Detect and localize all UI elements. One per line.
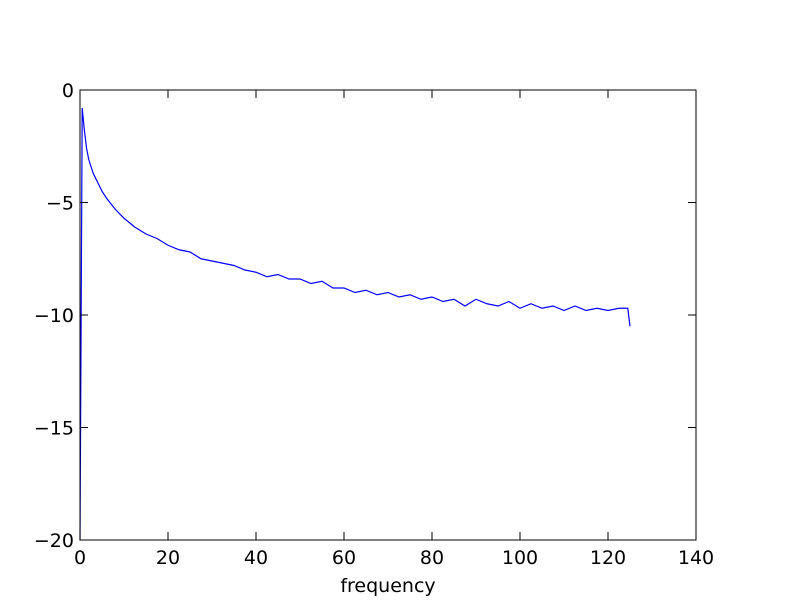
y-tick-label: 0: [62, 80, 74, 102]
x-tick-label: 0: [74, 547, 86, 569]
x-tick-label: 80: [420, 547, 444, 569]
y-tick-label: −10: [34, 305, 74, 327]
y-tick-label: −5: [46, 193, 74, 215]
y-tick-label: −15: [34, 418, 74, 440]
x-tick-label: 60: [332, 547, 356, 569]
x-axis-label: frequency: [340, 575, 435, 597]
x-tick-label: 40: [244, 547, 268, 569]
y-tick-label: −20: [34, 530, 74, 552]
x-tick-label: 140: [678, 547, 714, 569]
x-tick-label: 100: [502, 547, 538, 569]
x-tick-label: 120: [590, 547, 626, 569]
x-tick-label: 20: [156, 547, 180, 569]
data-line: [79, 107, 631, 541]
